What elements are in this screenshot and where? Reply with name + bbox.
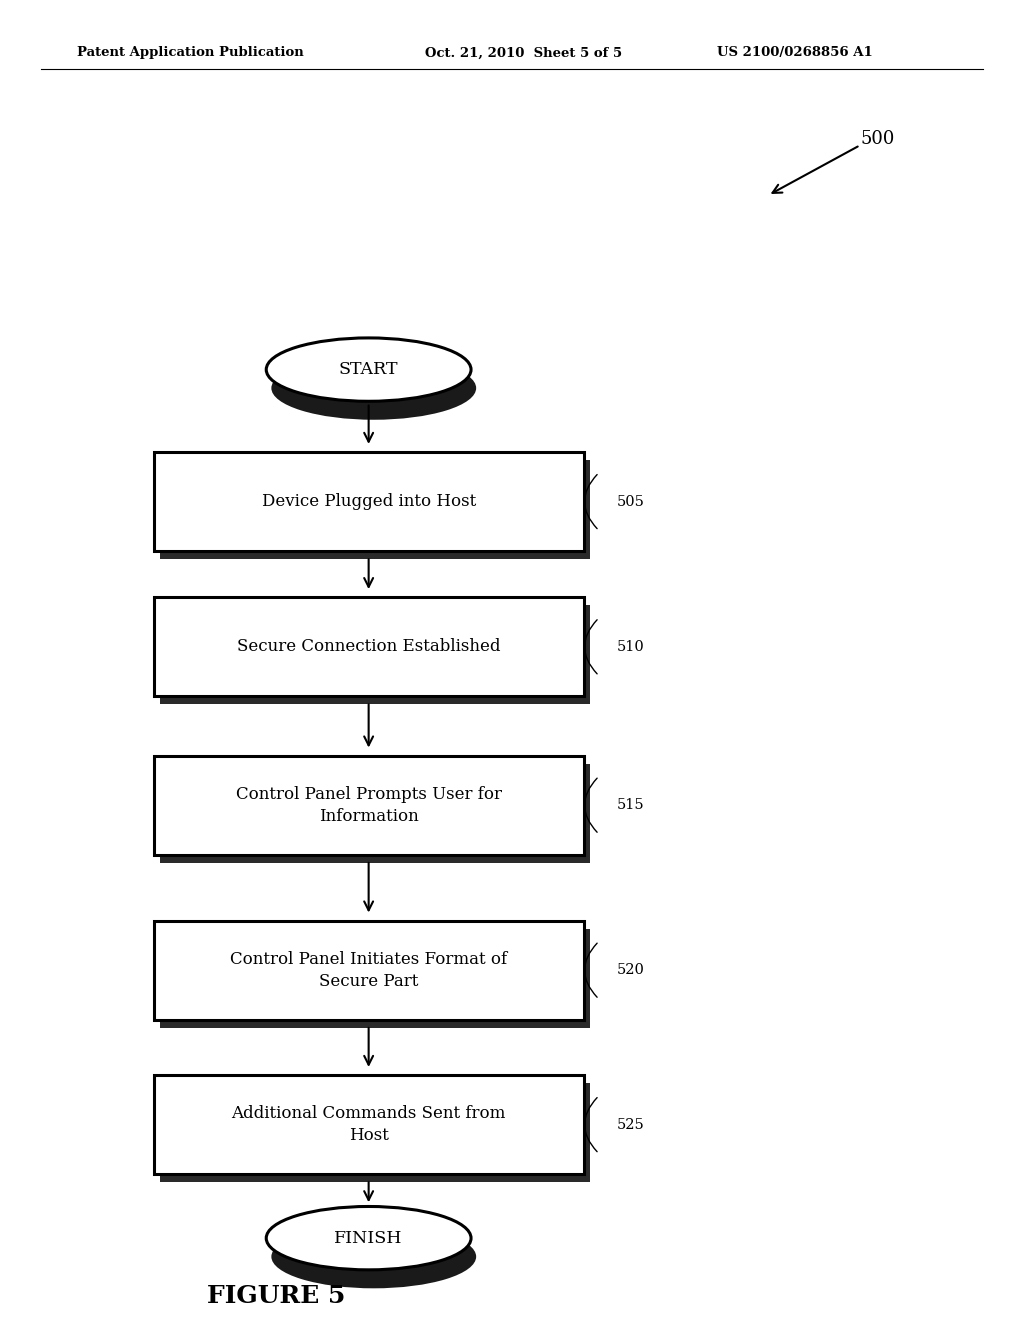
FancyBboxPatch shape: [160, 605, 590, 704]
Text: 505: 505: [616, 495, 644, 508]
Text: Patent Application Publication: Patent Application Publication: [77, 46, 303, 59]
Text: START: START: [339, 362, 398, 378]
FancyBboxPatch shape: [160, 929, 590, 1027]
Text: 515: 515: [616, 799, 644, 812]
Text: US 2100/0268856 A1: US 2100/0268856 A1: [717, 46, 872, 59]
Text: 525: 525: [616, 1118, 644, 1131]
Ellipse shape: [266, 1206, 471, 1270]
Text: 500: 500: [860, 129, 895, 148]
Text: Oct. 21, 2010  Sheet 5 of 5: Oct. 21, 2010 Sheet 5 of 5: [425, 46, 623, 59]
Ellipse shape: [271, 356, 476, 420]
FancyBboxPatch shape: [154, 921, 584, 1019]
Text: Additional Commands Sent from
Host: Additional Commands Sent from Host: [231, 1105, 506, 1144]
FancyBboxPatch shape: [160, 763, 590, 863]
Text: FINISH: FINISH: [335, 1230, 402, 1246]
FancyBboxPatch shape: [154, 755, 584, 855]
Text: Secure Connection Established: Secure Connection Established: [237, 639, 501, 655]
FancyBboxPatch shape: [154, 1074, 584, 1175]
Text: Device Plugged into Host: Device Plugged into Host: [261, 494, 476, 510]
Text: 520: 520: [616, 964, 644, 977]
FancyBboxPatch shape: [160, 1082, 590, 1183]
FancyBboxPatch shape: [154, 451, 584, 552]
Ellipse shape: [266, 338, 471, 401]
Ellipse shape: [271, 1225, 476, 1288]
Text: FIGURE 5: FIGURE 5: [207, 1284, 346, 1308]
Text: Control Panel Initiates Format of
Secure Part: Control Panel Initiates Format of Secure…: [230, 950, 507, 990]
Text: Control Panel Prompts User for
Information: Control Panel Prompts User for Informati…: [236, 785, 502, 825]
Text: 510: 510: [616, 640, 644, 653]
FancyBboxPatch shape: [154, 597, 584, 697]
FancyBboxPatch shape: [160, 461, 590, 560]
